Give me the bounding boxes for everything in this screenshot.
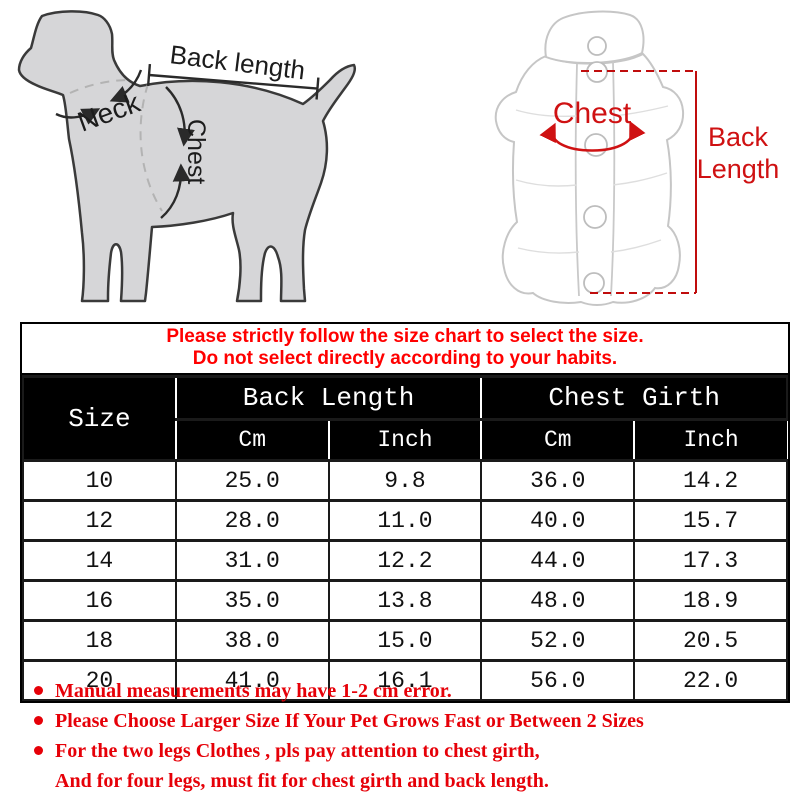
table-row: 12 28.0 11.0 40.0 15.7	[22, 499, 788, 542]
vest-chest-label: Chest	[553, 97, 632, 130]
table-cell: 22.0	[633, 659, 788, 701]
note-text: Please Choose Larger Size If Your Pet Gr…	[55, 710, 644, 732]
header-unit-inch: Inch	[633, 418, 787, 462]
vest-back-label: Back	[708, 122, 769, 152]
table-cell: 10	[22, 459, 177, 502]
table-cell: 11.0	[327, 499, 483, 542]
table-cell: 20.5	[633, 619, 788, 662]
vest-length-label: Length	[697, 154, 780, 184]
table-cell: 15.0	[327, 619, 483, 662]
table-cell: 25.0	[174, 459, 330, 502]
bullet-icon	[34, 746, 43, 755]
table-row: 14 31.0 12.2 44.0 17.3	[22, 539, 788, 582]
header-unit-inch: Inch	[327, 418, 483, 462]
note-item: For the two legs Clothes , pls pay atten…	[20, 736, 792, 766]
dog-measurement-diagram: Back length Neck Chest	[17, 10, 356, 303]
vest-measurement-diagram: Chest Back Length	[494, 10, 780, 306]
table-cell: 16	[22, 579, 177, 622]
note-text: And for four legs, must fit for chest gi…	[55, 770, 549, 792]
note-item: Manual measurements may have 1-2 cm erro…	[20, 676, 792, 706]
dog-chest-label: Chest	[182, 119, 210, 184]
note-item-continuation: And for four legs, must fit for chest gi…	[20, 766, 792, 796]
note-item: Please Choose Larger Size If Your Pet Gr…	[20, 706, 792, 736]
notes-section: Manual measurements may have 1-2 cm erro…	[20, 676, 792, 796]
table-cell: 14	[22, 539, 177, 582]
table-cell: 14.2	[633, 459, 788, 502]
header-chest-girth: Chest Girth	[480, 375, 788, 421]
table-row: 18 38.0 15.0 52.0 20.5	[22, 619, 788, 662]
table-cell: 16.1	[327, 659, 483, 701]
back-length-bracket	[581, 70, 697, 294]
size-warning: Please strictly follow the size chart to…	[22, 324, 788, 375]
chest-girth-arrow-ellipse	[539, 120, 646, 152]
bullet-icon	[34, 716, 43, 725]
table-cell: 18	[22, 619, 177, 662]
table-row: 20 41.0 16.1 56.0 22.0	[22, 659, 788, 701]
table-cell: 12.2	[327, 539, 483, 582]
neck-girth-dashed-line	[69, 79, 131, 94]
neck-measure-arrows	[55, 69, 143, 125]
header-back-length: Back Length	[174, 375, 483, 421]
table-cell: 35.0	[174, 579, 330, 622]
vest-body-outline	[494, 52, 685, 306]
table-cell: 52.0	[480, 619, 636, 662]
header-unit-cm: Cm	[174, 418, 330, 462]
table-cell: 41.0	[174, 659, 330, 701]
table-cell: 12	[22, 499, 177, 542]
dog-silhouette	[17, 10, 356, 303]
warning-line-2: Do not select directly according to your…	[192, 348, 618, 369]
table-cell: 18.9	[633, 579, 788, 622]
vest-puff-seams	[515, 105, 669, 254]
table-header-group-row: Size Back Length Chest Girth	[22, 375, 788, 462]
chest-measure-arrows	[160, 86, 195, 219]
note-text: For the two legs Clothes , pls pay atten…	[55, 740, 540, 762]
header-unit-cm: Cm	[480, 418, 636, 462]
warning-line-1: Please strictly follow the size chart to…	[166, 326, 644, 347]
table-cell: 13.8	[327, 579, 483, 622]
table-cell: 15.7	[633, 499, 788, 542]
table-cell: 31.0	[174, 539, 330, 582]
table-cell: 40.0	[480, 499, 636, 542]
table-cell: 36.0	[480, 459, 636, 502]
back-length-measure-line	[146, 63, 320, 100]
table-cell: 9.8	[327, 459, 483, 502]
size-chart: Please strictly follow the size chart to…	[20, 322, 790, 703]
table-cell: 44.0	[480, 539, 636, 582]
table-cell: 28.0	[174, 499, 330, 542]
table-cell: 17.3	[633, 539, 788, 582]
table-cell: 48.0	[480, 579, 636, 622]
chest-girth-dashed-line	[139, 83, 163, 212]
table-cell: 56.0	[480, 659, 636, 701]
header-size: Size	[22, 375, 177, 462]
table-cell: 38.0	[174, 619, 330, 662]
size-table: Size Back Length Chest Girth Cm Inch Cm …	[22, 375, 788, 701]
table-header-unit-row: Cm Inch Cm Inch	[23, 418, 787, 462]
vest-placket-seams	[574, 61, 616, 297]
table-cell: 20	[22, 659, 177, 701]
note-text: Manual measurements may have 1-2 cm erro…	[55, 680, 452, 702]
bullet-icon	[34, 686, 43, 695]
table-row: 16 35.0 13.8 48.0 18.9	[22, 579, 788, 622]
table-row: 10 25.0 9.8 36.0 14.2	[22, 459, 788, 502]
